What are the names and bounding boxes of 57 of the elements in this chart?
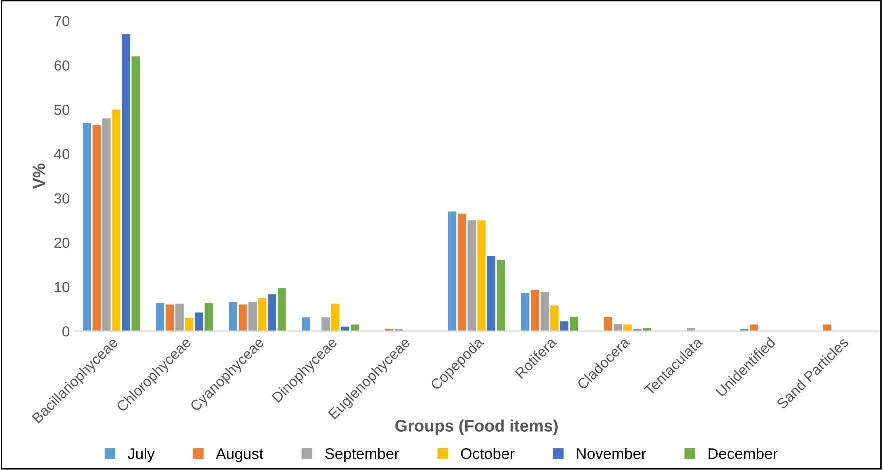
bar [92,125,102,332]
y-axis-title: V% [33,164,46,190]
bar [258,298,267,332]
bar [604,317,612,332]
bar [540,292,550,332]
bar [448,212,457,332]
legend-label: August [216,448,264,462]
y-tick-label: 40 [54,149,70,160]
y-tick-label: 70 [54,16,70,27]
bar [176,304,184,332]
bar [112,110,121,332]
y-tick-label: 60 [54,60,70,71]
bar [458,214,466,332]
x-axis-title: Groups (Food items) [396,420,558,436]
y-tick-label: 10 [55,282,70,292]
bar [238,304,248,332]
bar [521,293,530,332]
bar [204,303,214,332]
bar [156,303,164,332]
y-tick-label: 0 [62,326,70,337]
bar [686,328,696,332]
bar [350,324,360,332]
bar [468,220,476,332]
bar [322,318,330,332]
legend-label: October [461,448,515,460]
bar [570,317,578,332]
bar [331,304,340,332]
bar [122,34,130,332]
bar [166,304,174,332]
bar [102,118,111,332]
bar [302,318,311,332]
bar [750,324,759,332]
bar [497,260,506,332]
bar [341,326,350,332]
legend-label: September [325,448,400,462]
bar [132,56,140,332]
y-tick-label: 20 [54,238,70,248]
bar [185,318,194,332]
y-tick-label: 30 [54,194,70,204]
legend-label: July [128,448,155,462]
bar [268,294,276,332]
bar [531,290,540,332]
bar [550,306,559,332]
bar [195,312,204,332]
bar [560,322,569,332]
bar [83,123,92,332]
bar [278,288,286,332]
legend-label: December [708,448,778,460]
legend-label: November [577,448,646,460]
bar [478,220,486,332]
bar [823,324,832,332]
y-tick-label: 50 [54,104,70,116]
bar [624,324,632,332]
bar [643,328,652,332]
bar [229,302,238,332]
bar [248,302,257,332]
bar [487,256,496,332]
